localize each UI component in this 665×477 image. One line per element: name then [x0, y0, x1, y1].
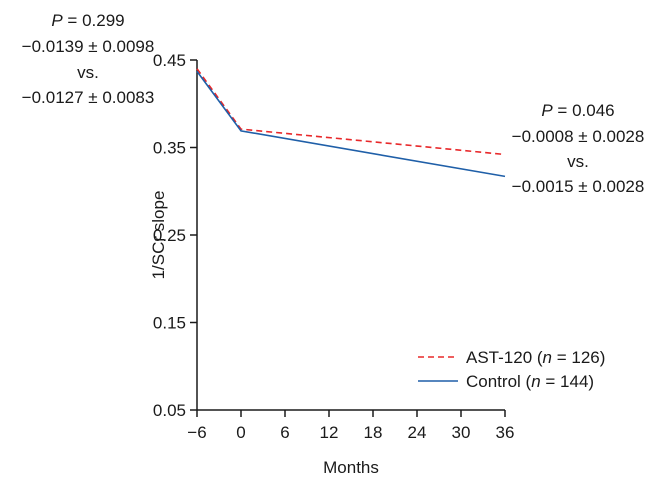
y-tick-label: 0.15: [153, 314, 186, 333]
y-tick-label: 0.05: [153, 401, 186, 420]
legend-label-control: Control (n = 144): [466, 372, 594, 391]
y-tick-label: 0.35: [153, 139, 186, 158]
annotation-right-ast: −0.0008 ± 0.0028: [512, 127, 645, 146]
series-line-ast120: [196, 68, 506, 156]
x-tick-label: 0: [236, 423, 245, 442]
x-tick-label: −6: [187, 423, 206, 442]
x-tick-label: 30: [452, 423, 471, 442]
legend: AST-120 (n = 126) Control (n = 144): [418, 348, 605, 391]
annotation-right-p: P = 0.046: [541, 101, 614, 120]
y-axis-ticks: 0.05 0.15 0.25 0.35 0.45: [153, 51, 197, 420]
y-tick-label: 0.45: [153, 51, 186, 70]
annotation-left-control: −0.0127 ± 0.0083: [22, 88, 155, 107]
annotation-right: P = 0.046 −0.0008 ± 0.0028 vs. −0.0015 ±…: [512, 101, 645, 196]
annotation-left-ast: −0.0139 ± 0.0098: [22, 37, 155, 56]
series-lines: [196, 68, 506, 178]
series-line-control: [196, 70, 506, 178]
x-axis-title: Months: [323, 458, 379, 477]
annotation-left-p: P = 0.299: [51, 11, 124, 30]
x-tick-label: 6: [280, 423, 289, 442]
y-tick-label: 0.25: [153, 226, 186, 245]
annotation-left-vs: vs.: [77, 63, 99, 82]
x-tick-label: 24: [408, 423, 427, 442]
x-tick-label: 12: [320, 423, 339, 442]
legend-label-ast120: AST-120 (n = 126): [466, 348, 605, 367]
annotation-right-vs: vs.: [567, 152, 589, 171]
annotation-left: P = 0.299 −0.0139 ± 0.0098 vs. −0.0127 ±…: [22, 11, 155, 107]
annotation-right-control: −0.0015 ± 0.0028: [512, 177, 645, 196]
y-axis-title: 1/SCr slope: [149, 191, 168, 280]
x-axis-ticks: −6 0 6 12 18 24 30 36: [187, 410, 514, 442]
x-tick-label: 36: [496, 423, 515, 442]
x-tick-label: 18: [364, 423, 383, 442]
